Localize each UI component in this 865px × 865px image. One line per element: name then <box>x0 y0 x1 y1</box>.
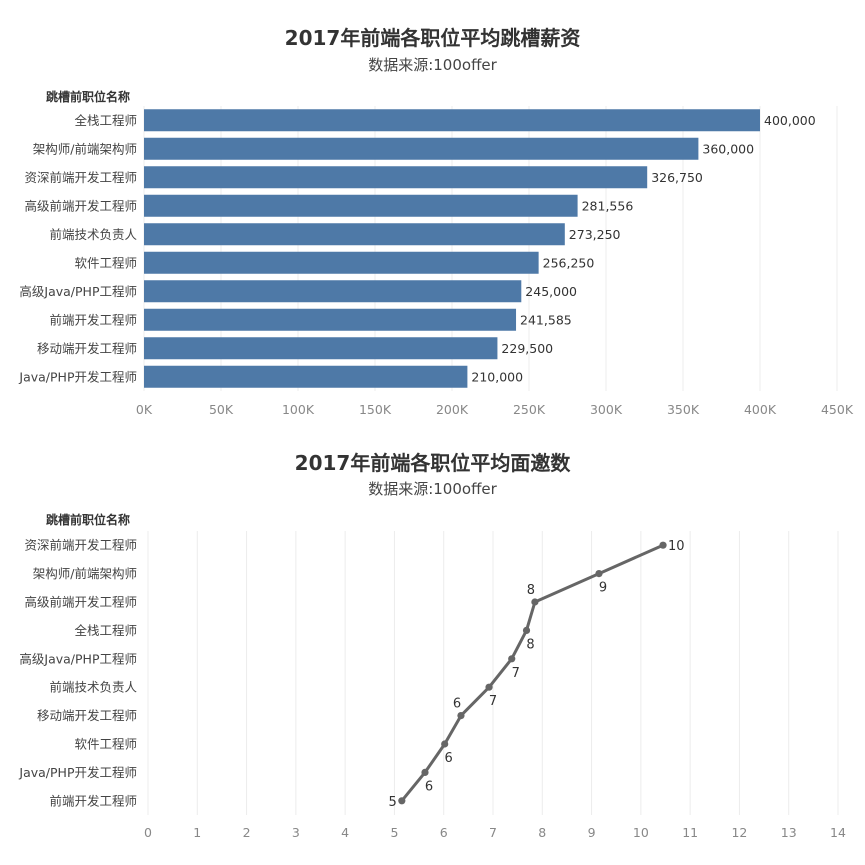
bar-x-tick-label: 350K <box>667 402 700 417</box>
line-x-tick-label: 9 <box>588 825 596 840</box>
bar-category-label: 高级前端开发工程师 <box>24 198 137 213</box>
line-x-tick-label: 12 <box>731 825 747 840</box>
line-point <box>398 797 406 805</box>
bar-value-label: 210,000 <box>471 369 523 384</box>
line-value-label: 6 <box>445 751 453 766</box>
bar-category-label: 高级Java/PHP工程师 <box>19 284 137 299</box>
line-x-tick-label: 10 <box>633 825 649 840</box>
bar-x-tick-label: 450K <box>821 402 854 417</box>
bar-value-label: 229,500 <box>501 341 553 356</box>
line-x-tick-label: 7 <box>489 825 497 840</box>
line-x-tick-label: 0 <box>144 825 152 840</box>
line-value-label: 6 <box>453 697 461 712</box>
bar <box>144 337 498 360</box>
bar-x-tick-label: 100K <box>282 402 315 417</box>
bar-value-label: 400,000 <box>764 113 816 128</box>
line-y-axis-title: 跳槽前职位名称 <box>46 512 130 527</box>
salary-chart-title: 2017年前端各职位平均跳槽薪资 <box>284 26 581 50</box>
bar <box>144 365 468 388</box>
line-category-label: 前端开发工程师 <box>49 793 137 808</box>
bar-category-label: 架构师/前端架构师 <box>33 141 137 156</box>
line-value-label: 10 <box>668 539 685 554</box>
bar-x-tick-label: 250K <box>513 402 546 417</box>
line-x-tick-label: 4 <box>341 825 349 840</box>
bar-category-label: 全栈工程师 <box>74 113 137 128</box>
line-category-label: 软件工程师 <box>74 737 137 752</box>
line-point <box>522 626 531 635</box>
line-value-label: 7 <box>489 694 497 709</box>
bar <box>144 308 517 331</box>
line-point <box>485 683 493 691</box>
line-category-label: 架构师/前端架构师 <box>33 566 137 581</box>
bar-x-tick-label: 50K <box>209 402 234 417</box>
line-point <box>659 541 667 549</box>
line-value-label: 7 <box>512 666 520 681</box>
line-value-label: 9 <box>599 581 607 596</box>
interview-chart-subtitle: 数据来源:100offer <box>368 480 497 498</box>
line-point <box>595 570 603 578</box>
bar-category-label: 资深前端开发工程师 <box>24 170 137 185</box>
line-value-label: 8 <box>526 637 534 652</box>
bar <box>144 251 539 274</box>
line-value-label: 6 <box>425 779 433 794</box>
line-x-tick-label: 13 <box>781 825 797 840</box>
bar-category-label: Java/PHP开发工程师 <box>18 369 137 384</box>
line-category-label: 资深前端开发工程师 <box>24 538 137 553</box>
line-x-tick-label: 1 <box>193 825 201 840</box>
bar-value-label: 256,250 <box>543 255 595 270</box>
bar <box>144 280 522 303</box>
bar-y-axis-title: 跳槽前职位名称 <box>46 89 130 104</box>
line-x-tick-label: 8 <box>538 825 546 840</box>
line-x-tick-label: 2 <box>243 825 251 840</box>
line-category-label: 高级Java/PHP工程师 <box>19 651 137 666</box>
bar-x-tick-label: 400K <box>744 402 777 417</box>
bar-category-label: 软件工程师 <box>74 255 137 270</box>
line-x-tick-label: 11 <box>682 825 698 840</box>
bar-category-label: 移动端开发工程师 <box>37 341 137 356</box>
bar <box>144 223 565 246</box>
line-category-label: 移动端开发工程师 <box>37 708 137 723</box>
line-category-label: Java/PHP开发工程师 <box>18 765 137 780</box>
bar-value-label: 281,556 <box>582 198 634 213</box>
line-category-label: 全栈工程师 <box>74 623 137 638</box>
bar-x-tick-label: 0K <box>136 402 153 417</box>
bar <box>144 109 760 132</box>
line-point <box>421 768 429 777</box>
bar-x-tick-label: 150K <box>359 402 392 417</box>
line-point <box>531 598 539 606</box>
salary-chart-subtitle: 数据来源:100offer <box>368 56 497 74</box>
interview-chart-title: 2017年前端各职位平均面邀数 <box>294 451 571 475</box>
bar-value-label: 326,750 <box>651 170 703 185</box>
bar-x-tick-label: 200K <box>436 402 469 417</box>
bar <box>144 137 699 160</box>
line-point <box>457 712 465 720</box>
bar-value-label: 245,000 <box>525 284 577 299</box>
line-x-tick-label: 14 <box>830 825 846 840</box>
bar-x-tick-label: 300K <box>590 402 623 417</box>
bar-value-label: 273,250 <box>569 227 621 242</box>
bar-category-label: 前端技术负责人 <box>49 227 137 242</box>
bar-value-label: 360,000 <box>702 141 754 156</box>
line-x-tick-label: 3 <box>292 825 300 840</box>
line-category-label: 前端技术负责人 <box>49 680 137 695</box>
bar <box>144 166 648 189</box>
bar-value-label: 241,585 <box>520 312 572 327</box>
bar <box>144 194 578 217</box>
bar-category-label: 前端开发工程师 <box>49 312 137 327</box>
line-point <box>441 740 449 748</box>
line-point <box>508 655 516 663</box>
line-category-label: 高级前端开发工程师 <box>24 595 137 610</box>
line-value-label: 5 <box>389 795 397 810</box>
series-line <box>400 543 664 802</box>
line-x-tick-label: 5 <box>390 825 398 840</box>
line-x-tick-label: 6 <box>440 825 448 840</box>
line-value-label: 8 <box>527 583 535 598</box>
